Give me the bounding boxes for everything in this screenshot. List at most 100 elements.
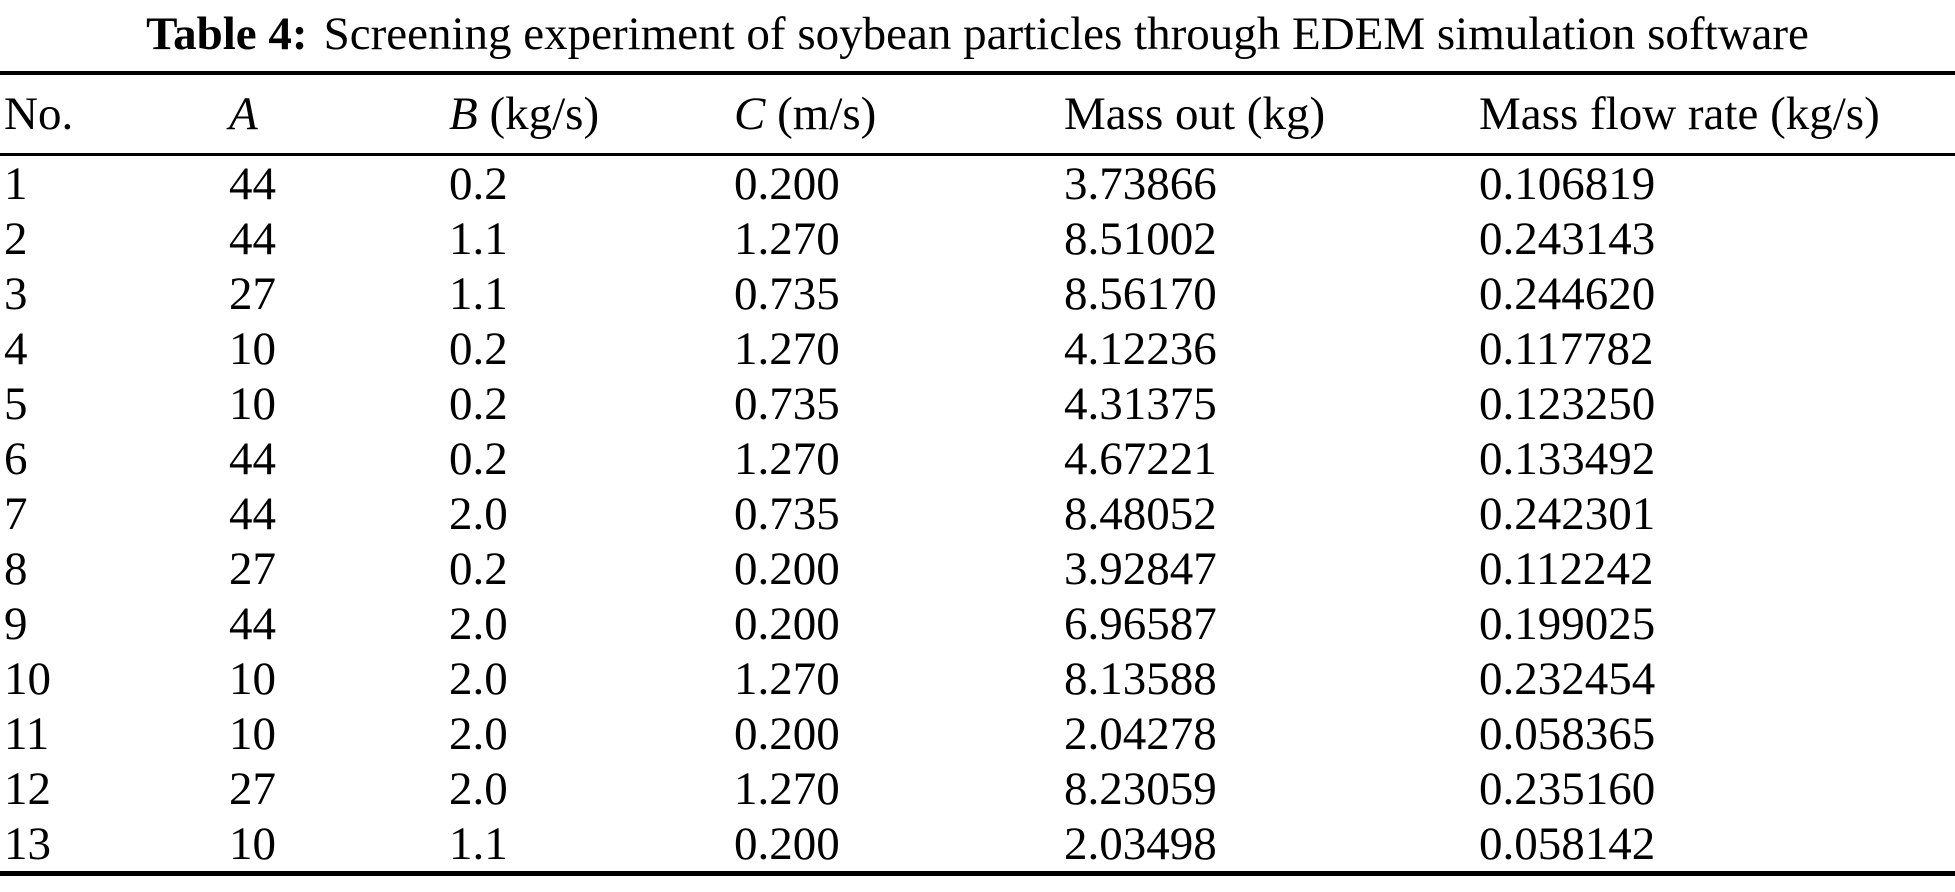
cell-no: 2 [4,212,28,265]
header-cell-mass_flow_rate: Mass flow rate (kg/s) [1475,71,1955,156]
header-cell-b: B (kg/s) [445,71,730,156]
cell-no: 1 [4,157,28,210]
cell-c: 0.200 [734,542,840,595]
cell-mass_flow_rate: 0.123250 [1479,377,1656,430]
cell-b: 0.2 [449,322,508,375]
cell-c: 0.200 [734,157,840,210]
table-row: 1 44 0.2 0.200 3.73866 0.106819 [0,155,1955,212]
cell-b: 2.0 [449,652,508,705]
cell-mass_out: 3.92847 [1064,542,1217,595]
cell-mass_flow_rate: 0.133492 [1479,432,1656,485]
table-row: 5 10 0.2 0.735 4.31375 0.123250 [0,376,1955,431]
cell-no: 13 [4,817,51,870]
cell-b: 0.2 [449,157,508,210]
cell-c: 0.735 [734,267,840,320]
header-cell-no: No. [0,71,225,156]
cell-a: 27 [229,542,276,595]
table-header: No. A B (kg/s) C (m/s) Mass out (kg) Mass flo… [0,71,1955,156]
cell-c: 1.270 [734,322,840,375]
cell-no: 12 [4,762,51,815]
cell-mass_flow_rate: 0.235160 [1479,762,1656,815]
cell-a: 27 [229,762,276,815]
cell-no: 9 [4,597,28,650]
header-label: Mass flow rate (kg/s) [1479,88,1880,140]
cell-a: 44 [229,212,276,265]
table-row: 10 10 2.0 1.270 8.13588 0.232454 [0,651,1955,706]
cell-c: 0.200 [734,707,840,760]
cell-b: 2.0 [449,487,508,540]
table-row: 13 10 1.1 0.200 2.03498 0.058142 [0,816,1955,874]
cell-no: 5 [4,377,28,430]
cell-b: 2.0 [449,762,508,815]
header-label: B [449,88,478,140]
cell-mass_out: 2.03498 [1064,817,1217,870]
cell-mass_flow_rate: 0.199025 [1479,597,1656,650]
cell-mass_out: 2.04278 [1064,707,1217,760]
cell-no: 8 [4,542,28,595]
cell-a: 44 [229,157,276,210]
cell-c: 1.270 [734,212,840,265]
table-row: 2 44 1.1 1.270 8.51002 0.243143 [0,211,1955,266]
table-row: 3 27 1.1 0.735 8.56170 0.244620 [0,266,1955,321]
cell-b: 2.0 [449,707,508,760]
cell-b: 1.1 [449,817,508,870]
cell-mass_out: 3.73866 [1064,157,1217,210]
cell-no: 11 [4,707,50,760]
cell-a: 10 [229,652,276,705]
cell-b: 1.1 [449,212,508,265]
cell-mass_out: 8.13588 [1064,652,1217,705]
cell-mass_flow_rate: 0.244620 [1479,267,1656,320]
cell-c: 1.270 [734,432,840,485]
table-row: 6 44 0.2 1.270 4.67221 0.133492 [0,431,1955,486]
header-label: C [734,88,766,140]
cell-c: 0.735 [734,487,840,540]
cell-no: 6 [4,432,28,485]
cell-mass_out: 4.12236 [1064,322,1217,375]
table-row: 7 44 2.0 0.735 8.48052 0.242301 [0,486,1955,541]
cell-no: 7 [4,487,28,540]
cell-mass_out: 8.51002 [1064,212,1217,265]
cell-no: 4 [4,322,28,375]
table-row: 8 27 0.2 0.200 3.92847 0.112242 [0,541,1955,596]
cell-mass_flow_rate: 0.112242 [1479,542,1654,595]
cell-b: 2.0 [449,597,508,650]
table-header-row: No. A B (kg/s) C (m/s) Mass out (kg) Mass flo… [0,71,1955,156]
cell-mass_flow_rate: 0.058142 [1479,817,1656,870]
cell-b: 0.2 [449,377,508,430]
cell-mass_out: 8.23059 [1064,762,1217,815]
cell-mass_out: 6.96587 [1064,597,1217,650]
table-body: 1 44 0.2 0.200 3.73866 0.106819 2 44 1.1 1.270 8.5… [0,155,1955,874]
cell-mass_flow_rate: 0.058365 [1479,707,1656,760]
cell-a: 10 [229,322,276,375]
cell-mass_out: 8.48052 [1064,487,1217,540]
cell-no: 3 [4,267,28,320]
header-cell-c: C (m/s) [730,71,1060,156]
cell-mass_flow_rate: 0.243143 [1479,212,1656,265]
cell-mass_out: 8.56170 [1064,267,1217,320]
screening-experiment-table: No. A B (kg/s) C (m/s) Mass out (kg) Mass flo… [0,71,1955,876]
cell-mass_flow_rate: 0.242301 [1479,487,1656,540]
cell-b: 0.2 [449,542,508,595]
header-cell-mass_out: Mass out (kg) [1060,71,1475,156]
table-row: 9 44 2.0 0.200 6.96587 0.199025 [0,596,1955,651]
cell-mass_out: 4.31375 [1064,377,1217,430]
table-row: 4 10 0.2 1.270 4.12236 0.117782 [0,321,1955,376]
header-unit: (m/s) [765,88,877,140]
table-caption-text: Screening experiment of soybean particle… [323,8,1809,60]
header-cell-a: A [225,71,445,156]
cell-mass_flow_rate: 0.232454 [1479,652,1656,705]
cell-a: 10 [229,377,276,430]
cell-a: 10 [229,707,276,760]
cell-a: 44 [229,487,276,540]
header-label: No. [4,88,74,140]
cell-a: 44 [229,432,276,485]
cell-c: 0.200 [734,817,840,870]
header-unit: (kg/s) [477,88,600,140]
cell-b: 1.1 [449,267,508,320]
header-label: A [229,88,258,140]
cell-mass_out: 4.67221 [1064,432,1217,485]
table-row: 12 27 2.0 1.270 8.23059 0.235160 [0,761,1955,816]
cell-c: 1.270 [734,652,840,705]
cell-a: 44 [229,597,276,650]
